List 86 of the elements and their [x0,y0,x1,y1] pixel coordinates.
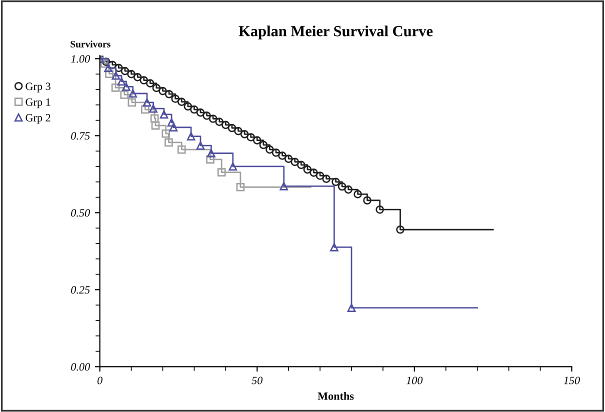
y-axis-title: Survivors [70,40,110,48]
point [128,89,138,98]
point [396,225,404,234]
point [196,108,205,117]
chart-title: Kaplan Meier Survival Curve [238,26,433,40]
point [290,158,300,166]
point [167,118,176,127]
point [128,98,136,107]
legend-label: Grp 3 [26,82,50,92]
point [207,149,216,158]
point [347,304,356,312]
x-axis-title: Months [318,392,354,400]
point [127,70,136,78]
x-tick-label: 150 [564,376,580,384]
point [316,172,324,180]
point [236,182,245,192]
point [149,104,158,113]
point [297,160,306,170]
point [322,174,331,183]
point [151,121,160,130]
point [252,136,262,144]
point [310,168,318,177]
point [246,133,255,142]
point [196,141,205,150]
point [117,77,126,86]
point [142,98,152,107]
point [122,82,130,91]
point [280,182,288,190]
y-tick-label: 0.25 [71,286,90,294]
point [112,71,120,80]
y-tick-label: 1.00 [71,55,90,63]
y-tick-label: 0.75 [71,132,90,140]
point [104,64,112,72]
point [146,79,154,88]
x-tick-label: 100 [406,376,423,384]
point [222,120,230,130]
point [217,168,226,177]
point [332,178,340,186]
point [164,90,174,98]
point [190,105,198,114]
point [344,185,353,194]
point [266,145,274,154]
point [303,165,312,174]
point [240,130,249,138]
point [177,145,186,154]
point [111,83,120,92]
point [363,196,372,205]
point [206,155,214,164]
y-tick-label: 0.50 [71,209,90,217]
point [140,105,150,114]
x-tick-label: 0 [97,376,102,384]
legend-label: Grp 2 [26,114,50,124]
point [171,94,180,103]
point [354,190,362,198]
point [120,66,130,76]
point [208,114,218,123]
point [177,98,186,106]
point [160,110,168,119]
point [338,182,346,191]
point [228,162,238,171]
point [162,129,170,138]
point [234,126,242,136]
x-tick-label: 50 [252,376,263,384]
point [164,138,173,147]
point [215,118,224,126]
point [140,76,148,84]
point [272,148,280,157]
y-tick-label: 0.00 [71,363,90,371]
point [105,70,114,78]
point [150,114,159,123]
point [184,102,192,111]
point [133,73,142,82]
point [186,132,196,140]
point [120,90,129,99]
point [228,124,236,132]
point [202,112,211,120]
point [169,123,178,132]
point [259,140,268,150]
point [278,152,286,160]
point [158,86,167,96]
point [376,205,384,214]
legend-label: Grp 1 [26,98,50,108]
point [330,243,338,252]
point [152,84,161,92]
point [114,64,123,72]
point [284,154,293,163]
